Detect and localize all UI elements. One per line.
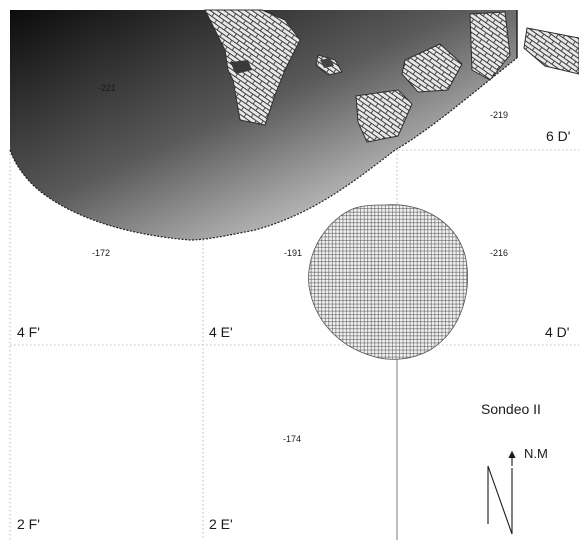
elevation-label: -221 <box>98 83 116 93</box>
stone-blocks <box>204 9 579 143</box>
stone-block <box>523 27 579 75</box>
excavation-edge <box>9 57 518 241</box>
grid-label: 4 D' <box>545 324 569 340</box>
elevation-label: -219 <box>490 110 508 120</box>
plan-title: Sondeo II <box>481 401 541 417</box>
stone-block <box>401 43 463 93</box>
elevation-labels: -221 -219 -172 -191 -216 -174 <box>92 83 508 444</box>
stone-block <box>204 9 301 126</box>
grid-labels: 6 D' 4 F' 4 E' 4 D' 2 F' 2 E' <box>17 128 570 532</box>
stone-block <box>355 89 413 143</box>
elevation-label: -191 <box>284 248 302 258</box>
round-feature <box>308 204 468 360</box>
stone-detail <box>230 60 252 74</box>
grid-label: 4 F' <box>17 324 40 340</box>
grid-label: 4 E' <box>209 324 233 340</box>
elevation-label: -172 <box>92 248 110 258</box>
elevation-label: -174 <box>283 434 301 444</box>
north-label: N.M <box>524 446 548 461</box>
stone-detail <box>320 58 334 68</box>
north-arrow-icon <box>487 450 516 535</box>
elevation-label: -216 <box>490 248 508 258</box>
stone-block <box>469 11 511 81</box>
grid-label: 2 E' <box>209 516 233 532</box>
grid-label: 2 F' <box>17 516 40 532</box>
grid-label: 6 D' <box>546 128 570 144</box>
